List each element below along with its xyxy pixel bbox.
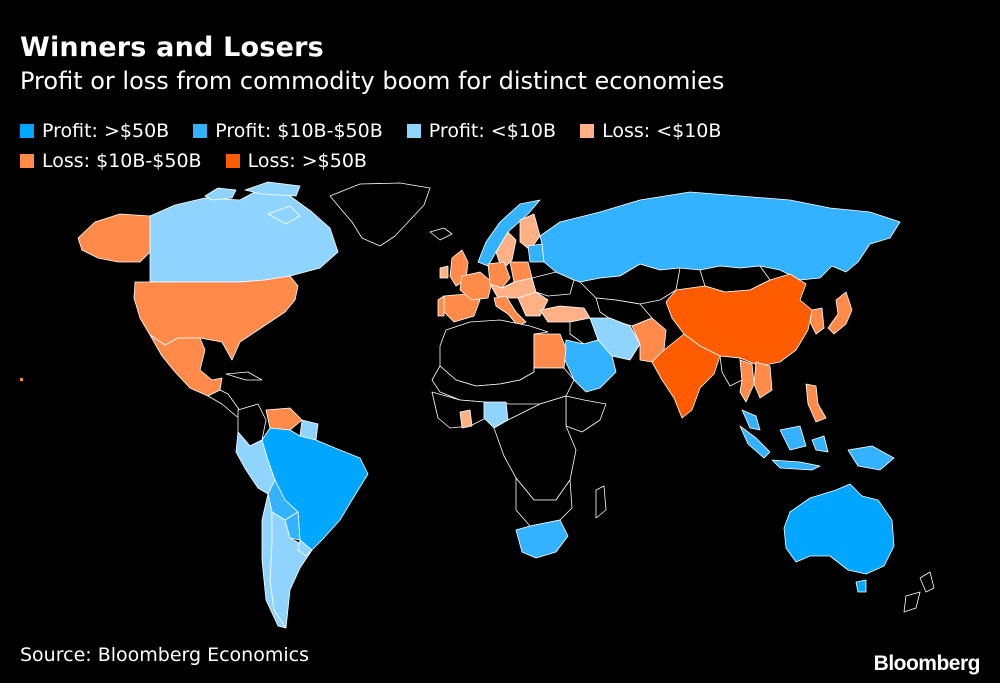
region-myanmar: [720, 356, 742, 386]
region-new-zealand: [904, 592, 920, 612]
region-madagascar: [596, 486, 606, 518]
legend-item-loss-under-10b: Loss: <$10B: [580, 116, 721, 146]
region-thailand: [740, 360, 754, 402]
region-new-zealand: [920, 572, 934, 592]
region-south-africa: [516, 520, 568, 558]
legend-label: Profit: <$10B: [429, 120, 556, 142]
legend-label: Profit: $10B-$50B: [215, 120, 382, 142]
region-cuba: [226, 372, 262, 380]
region-malaysia: [742, 410, 760, 430]
legend-item-loss-over-50b: Loss: >$50B: [226, 146, 367, 176]
legend-swatch: [193, 124, 207, 138]
region-ireland: [440, 266, 448, 278]
region-venezuela: [266, 408, 302, 430]
legend: Profit: >$50B Profit: $10B-$50B Profit: …: [20, 116, 820, 176]
legend-item-profit-10b-50b: Profit: $10B-$50B: [193, 116, 382, 146]
legend-label: Loss: >$50B: [248, 150, 367, 172]
region-japan: [828, 292, 852, 334]
region-ghana: [460, 410, 472, 428]
region-indonesia: [812, 436, 828, 452]
legend-item-profit-under-10b: Profit: <$10B: [407, 116, 556, 146]
legend-swatch: [20, 124, 34, 138]
legend-label: Loss: <$10B: [602, 120, 721, 142]
region-indonesia: [848, 446, 894, 470]
region-australia: [784, 484, 894, 574]
chart-subtitle: Profit or loss from commodity boom for d…: [20, 67, 724, 95]
region-philippines: [806, 384, 826, 422]
region-indonesia: [780, 426, 806, 450]
legend-swatch: [226, 154, 240, 168]
region-canada-islands: [205, 188, 236, 200]
legend-item-profit-over-50b: Profit: >$50B: [20, 116, 169, 146]
source-note: Source: Bloomberg Economics: [20, 644, 309, 666]
region-iceland: [430, 228, 452, 240]
legend-item-loss-10b-50b: Loss: $10B-$50B: [20, 146, 202, 176]
region-hawaii: [20, 378, 23, 381]
region-horn-of-africa: [566, 396, 606, 432]
region-canada: [150, 188, 338, 282]
region-indonesia: [772, 460, 820, 470]
region-egypt: [534, 334, 566, 368]
region-baltics: [528, 244, 544, 262]
legend-label: Profit: >$50B: [42, 120, 169, 142]
region-alaska: [78, 214, 152, 262]
world-map: [0, 175, 1000, 635]
region-vietnam: [754, 362, 772, 398]
chart-title: Winners and Losers: [20, 32, 324, 63]
region-greenland: [330, 183, 430, 246]
bloomberg-logo: Bloomberg: [874, 652, 980, 676]
region-portugal: [438, 296, 444, 316]
legend-swatch: [20, 154, 34, 168]
region-mexico: [150, 335, 222, 396]
legend-label: Loss: $10B-$50B: [42, 150, 202, 172]
region-korea: [810, 308, 824, 334]
region-tasmania: [856, 580, 866, 592]
legend-swatch: [407, 124, 421, 138]
legend-swatch: [580, 124, 594, 138]
region-indonesia: [740, 426, 770, 458]
